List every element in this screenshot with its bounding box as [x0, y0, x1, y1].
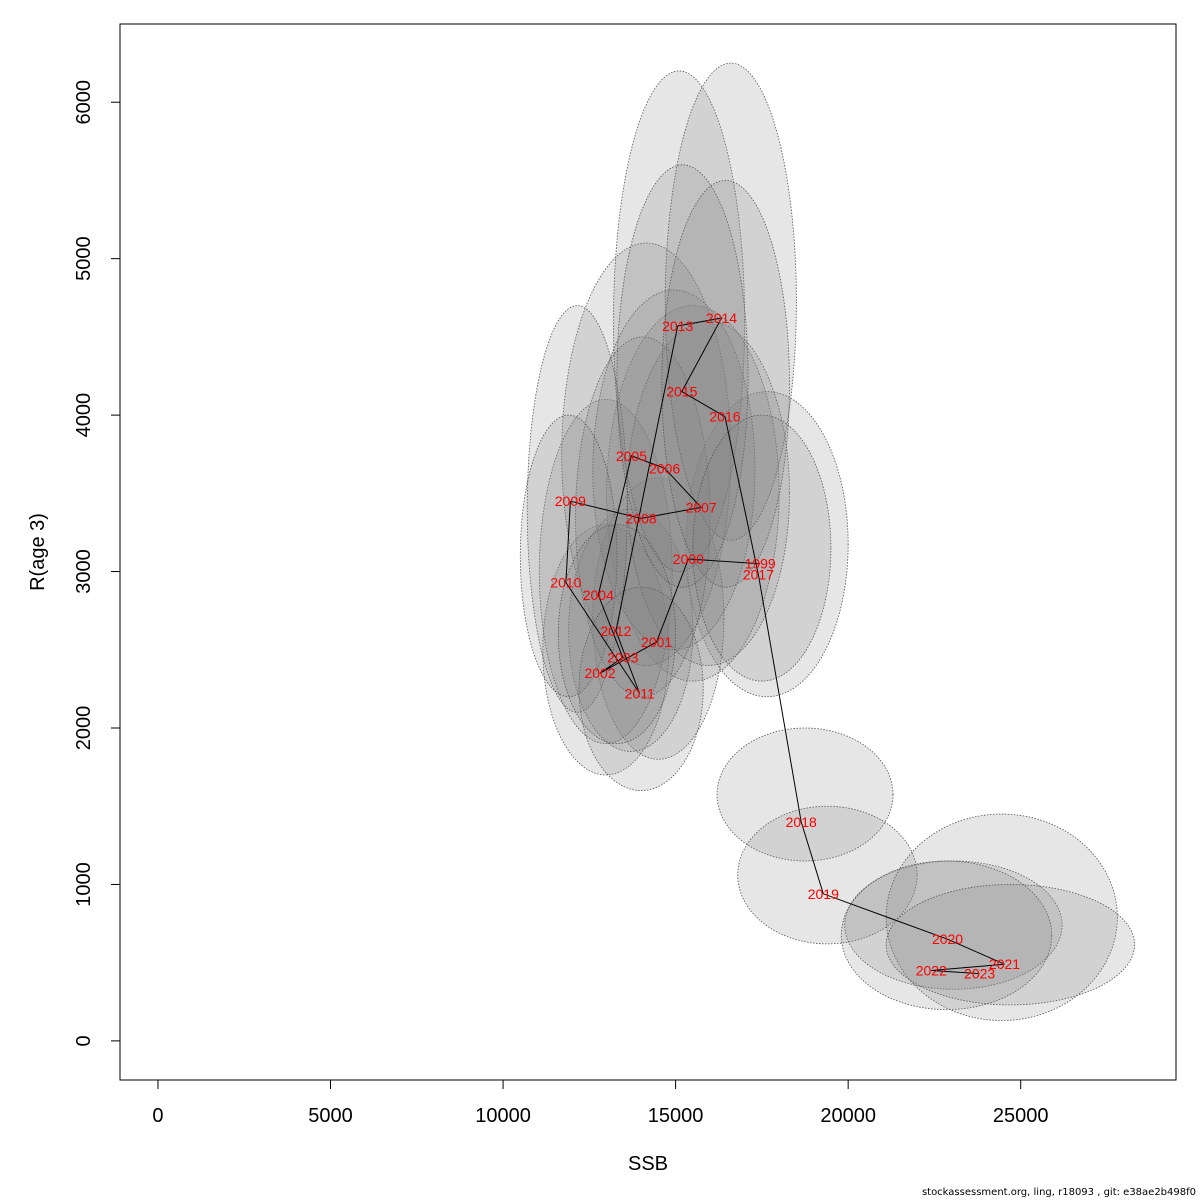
confidence-regions	[519, 62, 1135, 1021]
confidence-region-2007	[626, 320, 790, 666]
y-axis: 0 1000 2000 3000 4000 5000 6000	[73, 80, 121, 1046]
point-label-2022: 2022	[916, 962, 947, 978]
point-label-2009: 2009	[555, 493, 586, 509]
trajectory	[565, 317, 1005, 975]
x-axis-title: SSB	[628, 1153, 668, 1175]
point-label-2017: 2017	[743, 567, 774, 583]
point-label-2010: 2010	[550, 575, 581, 591]
point-label-2019: 2019	[808, 886, 839, 902]
point-label-2020: 2020	[932, 931, 963, 947]
point-label-2011: 2011	[625, 686, 655, 702]
point-label-2001: 2001	[641, 634, 672, 650]
point-label-2018: 2018	[786, 814, 817, 830]
x-tick-label: 0	[152, 1105, 163, 1127]
confidence-region-2003	[568, 508, 694, 752]
confidence-region-2018	[716, 727, 894, 862]
confidence-region-2014	[664, 62, 797, 541]
point-label-2023: 2023	[964, 966, 995, 982]
confidence-region-2013	[613, 70, 746, 572]
point-label-2013: 2013	[662, 318, 693, 334]
point-label-2015: 2015	[666, 384, 697, 400]
confidence-region-2011	[578, 586, 704, 791]
confidence-region-2017	[692, 414, 832, 682]
confidence-region-2022	[840, 860, 1053, 1011]
x-tick-label: 15000	[648, 1105, 704, 1127]
confidence-region-2015	[616, 164, 749, 588]
footer-credit: stockassessment.org, ling, r18093 , git:…	[921, 1187, 1196, 1198]
confidence-region-2001	[592, 477, 725, 760]
confidence-region-2004	[538, 399, 673, 745]
trajectory-line	[565, 317, 1005, 975]
confidence-region-2006	[592, 289, 756, 651]
point-label-2016: 2016	[709, 409, 740, 425]
y-axis-title: R(age 3)	[27, 513, 49, 591]
x-tick-label: 5000	[308, 1105, 353, 1127]
point-label-2000: 2000	[673, 551, 704, 567]
point-label-2008: 2008	[626, 510, 657, 526]
confidence-region-2020	[844, 860, 1063, 990]
y-tick-label: 1000	[73, 862, 95, 907]
point-label-2007: 2007	[686, 499, 717, 515]
x-tick-label: 20000	[820, 1105, 876, 1127]
y-tick-label: 6000	[73, 80, 95, 125]
x-tick-label: 10000	[475, 1105, 531, 1127]
confidence-region-2000	[606, 305, 780, 682]
point-label-1999: 1999	[745, 556, 776, 572]
y-tick-label: 0	[73, 1035, 95, 1046]
point-label-2005: 2005	[616, 448, 647, 464]
point-label-2021: 2021	[989, 956, 1020, 972]
point-label-2003: 2003	[607, 650, 638, 666]
y-tick-label: 4000	[73, 393, 95, 438]
point-label-2004: 2004	[583, 587, 614, 603]
y-tick-label: 3000	[73, 549, 95, 594]
confidence-region-2010	[519, 414, 618, 698]
confidence-region-2008	[575, 336, 711, 698]
y-tick-label: 5000	[73, 236, 95, 281]
confidence-region-2009	[526, 305, 628, 713]
point-label-2006: 2006	[649, 460, 680, 476]
confidence-region-2023	[885, 884, 1135, 1006]
x-tick-label: 25000	[993, 1105, 1049, 1127]
y-tick-label: 2000	[73, 706, 95, 751]
point-label-2012: 2012	[600, 623, 631, 639]
confidence-region-2016	[661, 180, 790, 588]
confidence-region-2019	[737, 805, 918, 945]
point-label-2002: 2002	[584, 665, 615, 681]
point-label-2014: 2014	[706, 310, 737, 326]
x-axis: 0 5000 10000 15000 20000 25000	[152, 1079, 1049, 1127]
